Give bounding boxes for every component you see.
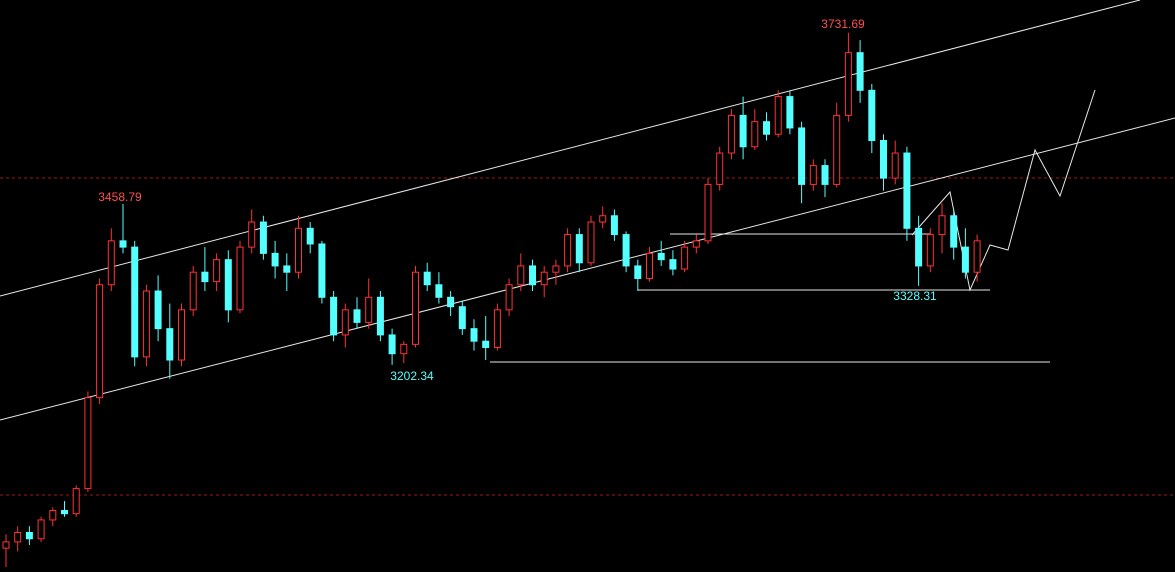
candle-body — [833, 114, 841, 185]
candle-body — [880, 139, 887, 179]
candle-body — [739, 114, 747, 148]
candle-body — [529, 265, 536, 286]
candle-body — [751, 121, 759, 148]
candle-body — [435, 284, 443, 298]
candle-body — [271, 252, 279, 267]
candle-body — [950, 215, 958, 248]
candle-body — [646, 252, 653, 279]
candle-body — [25, 531, 33, 540]
candle-body — [166, 328, 174, 361]
candle-body — [564, 234, 572, 267]
candle-body — [447, 296, 455, 308]
candle-body — [505, 284, 513, 311]
candle-body — [400, 343, 408, 355]
candle-body — [599, 215, 607, 223]
candle-body — [915, 227, 923, 267]
candle-body — [330, 296, 338, 336]
low-label: 3202.34 — [390, 369, 434, 383]
candle-body — [657, 252, 665, 261]
candle-body — [587, 221, 595, 264]
high-label: 3731.69 — [821, 17, 865, 31]
candle-body — [283, 265, 291, 273]
layout-lines — [0, 0, 1175, 496]
candle-body — [727, 114, 735, 154]
candle-body — [704, 183, 712, 242]
candle-body — [119, 240, 127, 248]
candle-body — [49, 510, 57, 521]
candle-body — [248, 221, 256, 248]
candle-body — [189, 271, 197, 311]
candle-body — [201, 271, 209, 283]
candle-body — [470, 328, 478, 342]
candle-body — [634, 265, 642, 279]
candle-body — [224, 259, 232, 311]
candle-body — [798, 127, 806, 185]
candle-body — [856, 52, 864, 91]
candle-body — [107, 240, 115, 286]
candle-body — [517, 265, 525, 286]
candle-body — [154, 290, 162, 330]
candle-body — [37, 519, 45, 540]
candle-body — [318, 243, 326, 298]
candle-body — [388, 334, 396, 355]
candle-body — [61, 510, 68, 515]
candle-body — [763, 121, 770, 135]
high-label: 3458.79 — [98, 190, 142, 204]
candle-body — [926, 234, 934, 267]
candle-body — [295, 227, 302, 273]
candle-body — [716, 152, 724, 185]
candles — [2, 32, 981, 567]
candle-body — [868, 89, 876, 141]
candle-body — [493, 309, 501, 348]
candle-body — [96, 284, 104, 399]
candle-body — [142, 290, 150, 358]
candle-body — [84, 397, 92, 490]
candle-body — [786, 96, 794, 129]
candle-body — [376, 296, 384, 336]
candle-body — [610, 215, 618, 236]
candle-body — [341, 309, 349, 336]
candle-body — [552, 265, 560, 273]
candle-body — [412, 271, 419, 345]
candle-body — [774, 96, 782, 135]
candle-body — [482, 340, 490, 348]
candle-body — [236, 246, 244, 311]
candle-body — [353, 309, 361, 323]
trend-line — [0, 117, 1175, 421]
candle-body — [973, 240, 981, 273]
candle-body — [306, 227, 314, 245]
candle-body — [844, 52, 852, 116]
candle-body — [365, 296, 373, 323]
candle-body — [131, 246, 139, 358]
candle-body — [178, 309, 185, 361]
candle-body — [540, 271, 548, 286]
candle-body — [938, 215, 946, 236]
candle-body — [259, 221, 267, 254]
candle-body — [575, 234, 583, 264]
candle-body — [681, 246, 689, 270]
candle-body — [72, 488, 80, 515]
low-label: 3328.31 — [893, 289, 937, 303]
candle-body — [458, 306, 466, 330]
candle-body — [622, 234, 630, 267]
projection-path — [911, 89, 1096, 292]
candle-body — [903, 152, 911, 229]
candle-body — [213, 259, 221, 283]
candle-body — [2, 541, 10, 549]
candle-body — [961, 246, 969, 273]
candle-body — [14, 531, 22, 543]
candle-body — [423, 271, 431, 286]
candle-body — [821, 165, 829, 185]
candle-body — [692, 240, 700, 248]
candle-body — [669, 259, 677, 270]
candle-body — [809, 165, 817, 185]
candle-body — [891, 152, 899, 179]
trend-line — [0, 0, 1141, 297]
